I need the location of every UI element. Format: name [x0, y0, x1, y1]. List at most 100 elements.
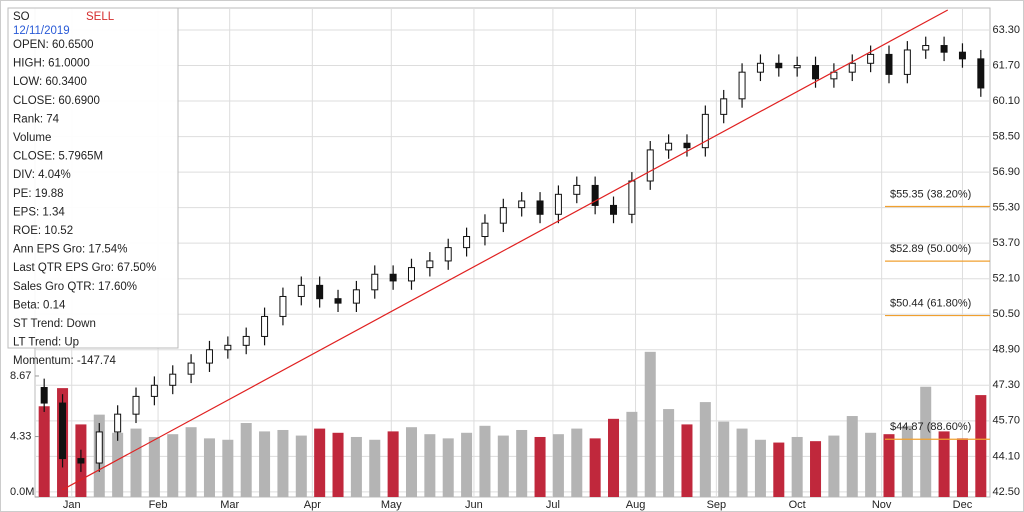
candle-body	[922, 45, 930, 51]
candle-body	[132, 395, 140, 415]
info-box: SO SELL 12/11/2019 OPEN: 60.6500 HIGH: 61…	[7, 7, 179, 367]
candle-body	[481, 222, 489, 238]
volume-bar	[516, 429, 528, 497]
volume-bar	[571, 428, 583, 497]
candle-body	[812, 65, 820, 80]
x-tick-label: Sep	[707, 499, 727, 511]
x-tick-label: Mar	[220, 499, 239, 511]
info-line: Ann EPS Gro: 17.54%	[13, 244, 127, 256]
candle-body	[591, 184, 599, 206]
overlay-layer: $55.35 (38.20%) $52.89 (50.00%) $50.44 (61…	[62, 9, 990, 491]
volume-bar	[608, 418, 620, 497]
candle-body	[205, 349, 213, 364]
candle-body	[114, 413, 122, 433]
volume-bar	[185, 427, 197, 497]
candle-body	[518, 200, 526, 209]
info-line: ROE: 10.52	[13, 225, 73, 237]
info-line: Beta: 0.14	[13, 299, 66, 311]
candle-body	[554, 193, 562, 215]
y-tick-label: 56.90	[992, 166, 1020, 178]
volume-bar	[148, 436, 160, 497]
candle-body	[756, 62, 764, 73]
info-line: Sales Gro QTR: 17.60%	[13, 281, 137, 293]
info-line: Rank: 74	[13, 113, 60, 125]
volume-bar	[828, 435, 840, 497]
x-tick-label: Jul	[546, 499, 560, 511]
volume-bar	[222, 439, 234, 497]
volume-bar	[810, 441, 822, 497]
y-tick-label: 55.30	[992, 202, 1020, 214]
candle-body	[187, 362, 195, 375]
volume-bar	[644, 351, 656, 497]
volume-bar	[259, 431, 271, 497]
info-line: OPEN: 60.6500	[13, 39, 94, 51]
candle-body	[444, 247, 452, 262]
candle-body	[867, 53, 875, 64]
candle-body	[261, 315, 269, 337]
candle-body	[389, 273, 397, 282]
info-line: Last QTR EPS Gro: 67.50%	[13, 262, 156, 274]
y-tick-label: 58.50	[992, 130, 1020, 142]
volume-bar	[699, 402, 711, 497]
volume-bar	[295, 435, 307, 497]
volume-bar	[534, 436, 546, 497]
x-tick-label: Jun	[465, 499, 483, 511]
y2-tick-label: 0.0M	[10, 486, 34, 498]
fib-label: $52.89 (50.00%)	[890, 243, 971, 255]
volume-bar	[350, 436, 362, 497]
candle-body	[499, 207, 507, 224]
candle-body	[77, 458, 85, 464]
candle-body	[407, 267, 415, 282]
y2-tick-label: 8.67	[10, 370, 31, 382]
candle-body	[793, 65, 801, 69]
y-tick-label: 53.70	[992, 237, 1020, 249]
candle-body	[463, 236, 471, 249]
axes: 63.30 61.70 60.10 58.50 56.90 55.30 53.70 52.10…	[10, 24, 1020, 511]
symbol: SO	[13, 11, 30, 23]
volume-bar	[920, 386, 932, 497]
candle-body	[224, 344, 232, 351]
info-line: LOW: 60.3400	[13, 76, 87, 88]
volume-bar	[277, 429, 289, 497]
x-tick-label: Nov	[872, 499, 892, 511]
volume-bar	[240, 423, 252, 497]
volume-bar	[589, 438, 601, 497]
candle-body	[885, 53, 893, 75]
candle-body	[573, 184, 581, 195]
volume-bar	[626, 411, 638, 497]
x-tick-label: Apr	[304, 499, 321, 511]
fib-label: $50.44 (61.80%)	[890, 297, 971, 309]
grid	[34, 7, 991, 498]
trend-line	[62, 9, 949, 491]
signal: SELL	[86, 11, 115, 23]
volume-bar	[736, 428, 748, 497]
volume-bar	[203, 438, 215, 497]
y-tick-label: 61.70	[992, 59, 1020, 71]
candle-body	[371, 273, 379, 291]
volume-bar	[424, 434, 436, 497]
x-tick-label: Feb	[149, 499, 168, 511]
volume-bar	[332, 432, 344, 497]
y-tick-label: 44.10	[992, 450, 1020, 462]
candle-body	[297, 284, 305, 297]
candle-body	[738, 71, 746, 100]
volume-bar	[497, 435, 509, 497]
volume-bar	[975, 395, 987, 497]
volume-bar	[130, 428, 142, 497]
y-tick-label: 60.10	[992, 95, 1020, 107]
volume-bar	[314, 428, 326, 497]
volume-bar	[754, 439, 766, 497]
candle-body	[352, 289, 360, 304]
volume-bar	[442, 438, 454, 497]
volume-bar	[773, 442, 785, 497]
fib-label: $55.35 (38.20%)	[890, 188, 971, 200]
x-tick-label: Jan	[63, 499, 81, 511]
volume-bar	[883, 434, 895, 497]
candle-body	[720, 98, 728, 115]
x-tick-label: Dec	[953, 499, 973, 511]
info-line: PE: 19.88	[13, 188, 64, 200]
y-tick-label: 50.50	[992, 308, 1020, 320]
candle-body	[665, 142, 673, 151]
y-tick-label: 45.70	[992, 415, 1020, 427]
candle-body	[610, 204, 618, 215]
